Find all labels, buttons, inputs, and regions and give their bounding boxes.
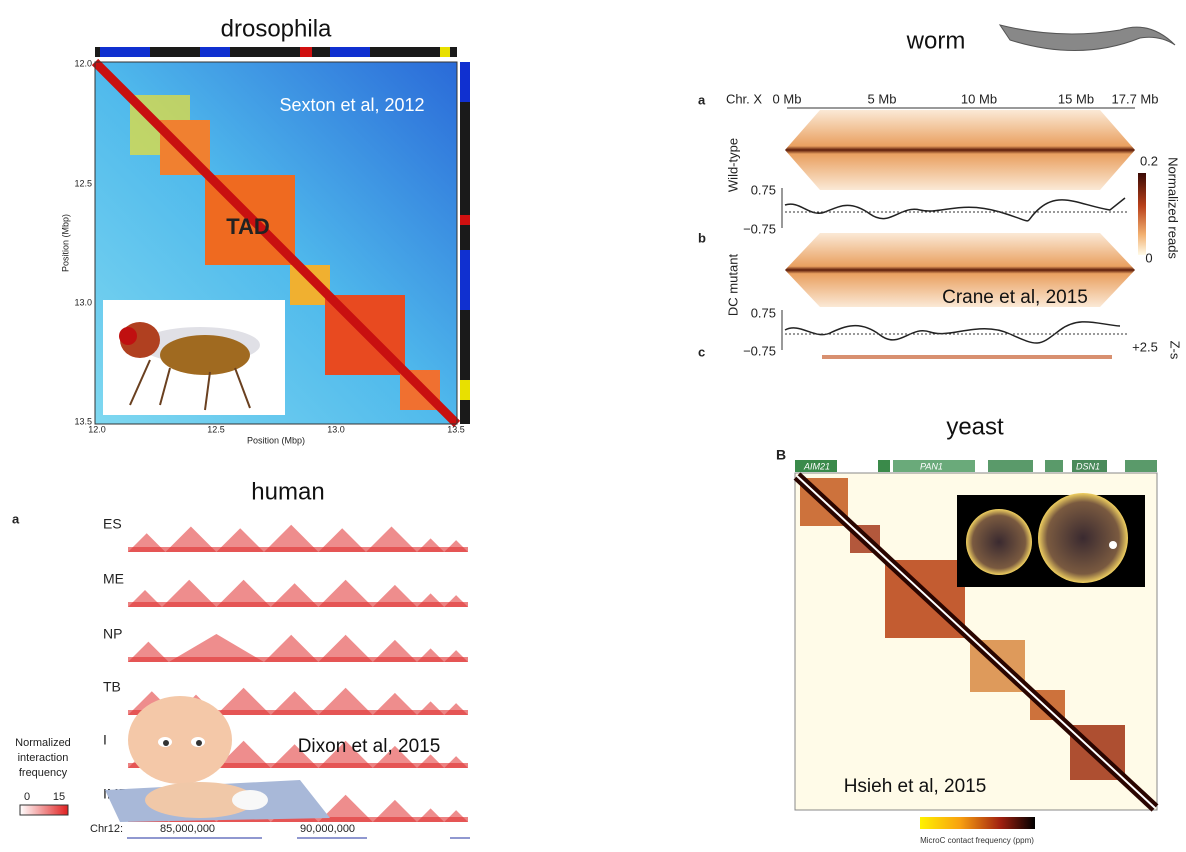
x-tick-label: 17.7 Mb <box>1112 91 1159 106</box>
panel-label: B <box>776 447 786 463</box>
yeast-image <box>957 493 1145 587</box>
legend-tick: 15 <box>53 791 65 803</box>
colorbar-label: Normalized reads <box>1166 157 1181 259</box>
track-label: I <box>103 732 107 748</box>
position-label: 90,000,000 <box>300 823 355 835</box>
z-label: Z-s <box>1168 341 1183 360</box>
panel-label: c <box>698 344 705 359</box>
score-line <box>785 322 1120 343</box>
y-tick-label: 13.5 <box>74 416 92 426</box>
x-tick-label: 15 Mb <box>1058 91 1094 106</box>
score-tick: 0.75 <box>751 182 776 197</box>
score-line <box>785 198 1125 221</box>
citation: Hsieh et al, 2015 <box>844 776 987 797</box>
citation: Dixon et al, 2015 <box>298 736 441 757</box>
colorbar-tick: 0 <box>1145 250 1152 265</box>
track-base <box>128 657 468 662</box>
legend-label: frequency <box>19 767 68 779</box>
track-base <box>128 547 468 552</box>
track-label: TB <box>103 679 121 695</box>
score-tick: 0.75 <box>751 305 776 320</box>
citation: Crane et al, 2015 <box>942 287 1088 308</box>
legend-tick: 0 <box>24 791 30 803</box>
x-tick-label: 5 Mb <box>868 91 897 106</box>
legend-label: Normalized <box>15 737 71 749</box>
slide: drosophila Sexton et al, 2012 TAD 12.0 1… <box>0 0 1186 847</box>
tad-label: TAD <box>226 214 270 239</box>
panel-title: worm <box>906 27 966 54</box>
y-tick-label: 13.0 <box>74 297 92 307</box>
x-tick-label: 10 Mb <box>961 91 997 106</box>
panel-label: a <box>12 511 20 526</box>
z-tick: +2.5 <box>1132 339 1158 354</box>
x-tick-label: 12.5 <box>207 424 225 434</box>
track-label: ME <box>103 571 124 587</box>
chr-label: Chr12: <box>90 823 123 835</box>
track-strip <box>822 355 1112 359</box>
panel-label: b <box>698 230 706 245</box>
track-base <box>128 602 468 607</box>
colorbar-tick: 0.2 <box>1140 153 1158 168</box>
panel-title: yeast <box>946 413 1004 440</box>
x-tick-label: 13.5 <box>447 424 465 434</box>
track-label: DC mutant <box>725 254 740 317</box>
worm-image <box>1000 25 1175 51</box>
colorbar <box>920 817 1035 829</box>
gene-track <box>795 460 1157 472</box>
position-label: 85,000,000 <box>160 823 215 835</box>
y-axis-label: Position (Mbp) <box>60 214 70 272</box>
score-tick: −0.75 <box>743 343 776 358</box>
x-tick-label: 0 Mb <box>773 91 802 106</box>
colorbar <box>1138 173 1146 255</box>
track-label: ES <box>103 516 122 532</box>
chr-label: Chr. X <box>726 91 762 106</box>
citation: Sexton et al, 2012 <box>279 95 424 115</box>
gene-label: DSN1 <box>1076 461 1100 471</box>
x-axis-label: Position (Mbp) <box>247 435 305 445</box>
y-tick-label: 12.5 <box>74 178 92 188</box>
legend-label: interaction <box>18 752 69 764</box>
worm-heatmap <box>785 110 1135 190</box>
x-tick-label: 13.0 <box>327 424 345 434</box>
gene-label: AIM21 <box>803 461 830 471</box>
panel-label: a <box>698 92 706 107</box>
gene-label: PAN1 <box>920 461 943 471</box>
panel-title: human <box>251 478 324 505</box>
y-tick-label: 12.0 <box>74 58 92 68</box>
score-tick: −0.75 <box>743 221 776 236</box>
panel-title: drosophila <box>221 15 332 42</box>
track-label: NP <box>103 626 122 642</box>
legend-colorbar <box>20 805 68 815</box>
track-label: Wild-type <box>725 138 740 192</box>
colorbar-label: MicroC contact frequency (ppm) <box>920 836 1034 845</box>
